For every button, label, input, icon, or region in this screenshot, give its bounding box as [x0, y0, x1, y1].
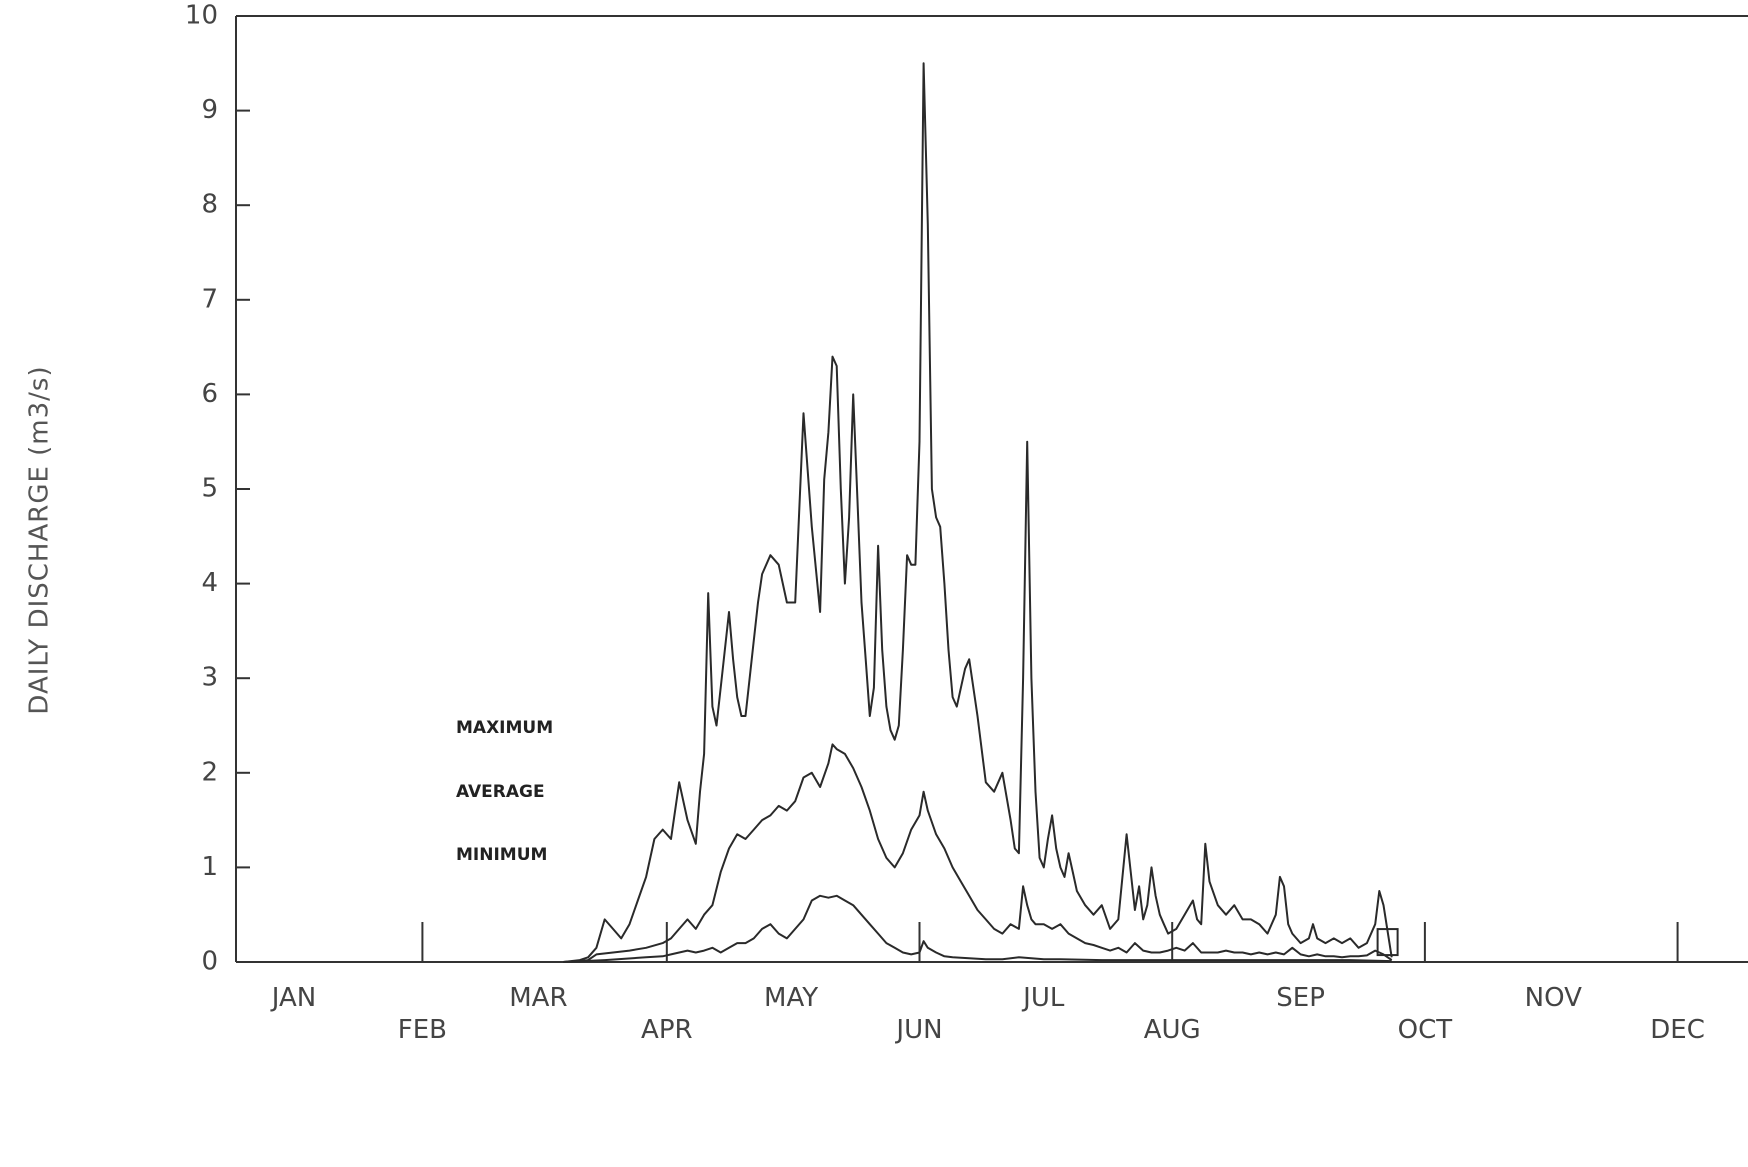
- y-tick-label-8: 8: [201, 190, 218, 220]
- y-tick-label-9: 9: [201, 95, 218, 125]
- y-tick-label-4: 4: [201, 568, 218, 598]
- y-tick-label-10: 10: [185, 1, 218, 31]
- y-tick-label-7: 7: [201, 284, 218, 314]
- marker-group: [1376, 928, 1399, 957]
- series-group: [563, 62, 1393, 963]
- x-tick-label-may: MAY: [764, 983, 818, 1013]
- y-tick-label-1: 1: [201, 852, 218, 882]
- x-tick-label-dec: DEC: [1650, 1015, 1705, 1045]
- y-tick-label-2: 2: [201, 757, 218, 787]
- x-tick-label-apr: APR: [641, 1015, 693, 1045]
- legend-entry-minimum: MINIMUM: [456, 845, 547, 865]
- x-tick-label-sep: SEP: [1276, 983, 1325, 1013]
- y-tick-label-5: 5: [201, 474, 218, 504]
- x-tick-label-jun: JUN: [894, 1015, 942, 1045]
- y-tick-label-0: 0: [201, 947, 218, 977]
- x-tick-label-jan: JAN: [270, 983, 316, 1013]
- x-tick-label-feb: FEB: [398, 1015, 447, 1045]
- x-tick-label-mar: MAR: [509, 983, 567, 1013]
- x-tick-label-aug: AUG: [1144, 1015, 1201, 1045]
- x-tick-label-nov: NOV: [1525, 983, 1582, 1013]
- x-tick-label-jul: JUL: [1021, 983, 1065, 1013]
- legend-entry-average: AVERAGE: [456, 782, 545, 802]
- series-line-average: [563, 743, 1393, 963]
- plot-frame: [235, 15, 1748, 963]
- legend-entry-maximum: MAXIMUM: [456, 718, 553, 738]
- y-axis-title: DAILY DISCHARGE (m3/s): [25, 365, 55, 714]
- legend: MAXIMUM AVERAGE MINIMUM: [456, 718, 553, 865]
- x-tick-label-oct: OCT: [1398, 1015, 1453, 1045]
- y-axis-ticks: 0 1 2 3 4 5 6 7 8 9 10: [185, 1, 250, 977]
- end-of-record-box: [1376, 928, 1399, 957]
- y-tick-label-3: 3: [201, 663, 218, 693]
- series-line-minimum: [563, 894, 1392, 963]
- x-axis-ticks: JAN FEB MAR APR MAY JUN JUL AUG SEP OCT NOV DEC: [270, 922, 1705, 1045]
- y-tick-label-6: 6: [201, 379, 218, 409]
- series-line-maximum: [563, 62, 1393, 963]
